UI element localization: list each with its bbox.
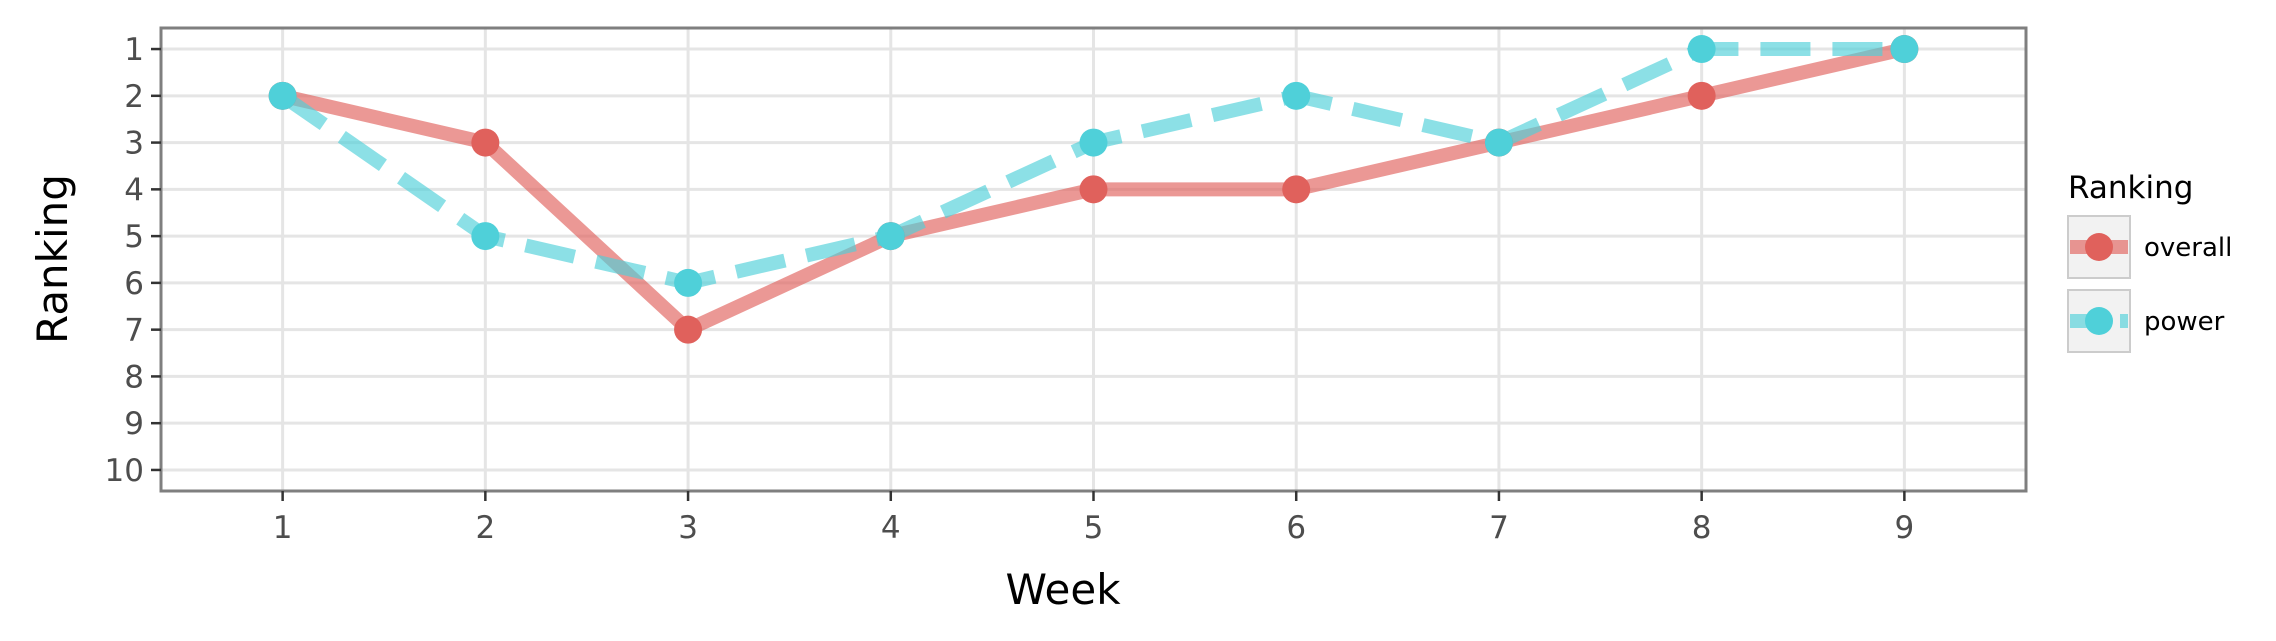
data-point-power <box>268 81 297 110</box>
data-point-overall <box>1079 175 1108 204</box>
y-tick-label: 7 <box>124 313 144 349</box>
data-point-power <box>1890 35 1919 64</box>
data-point-overall <box>1282 175 1311 204</box>
y-tick-label: 5 <box>124 219 144 255</box>
legend-title: Ranking <box>2068 170 2193 206</box>
y-tick-label: 2 <box>124 79 144 115</box>
data-point-power <box>674 268 703 297</box>
x-tick-label: 7 <box>1489 510 1509 546</box>
x-tick-label: 3 <box>678 510 698 546</box>
data-point-overall <box>674 315 703 344</box>
y-tick-label: 9 <box>124 406 144 442</box>
legend-key-marker <box>2085 233 2113 261</box>
x-tick-label: 1 <box>273 510 293 546</box>
x-axis-title: Week <box>1005 565 1121 614</box>
y-tick-label: 4 <box>124 172 144 208</box>
x-axis-ticks: 1 2 3 4 5 6 7 8 9 <box>273 491 1914 546</box>
y-tick-label: 3 <box>124 126 144 162</box>
data-point-overall <box>471 128 500 157</box>
data-point-power <box>1282 81 1311 110</box>
legend-label-power: power <box>2144 307 2225 337</box>
x-tick-label: 2 <box>475 510 495 546</box>
data-point-power <box>1484 128 1513 157</box>
legend: Ranking overall power <box>2067 170 2232 353</box>
y-axis-ticks: 1 2 3 4 5 6 7 8 9 10 <box>105 32 161 489</box>
data-point-power <box>876 222 905 251</box>
x-tick-label: 6 <box>1286 510 1306 546</box>
x-tick-label: 8 <box>1692 510 1712 546</box>
x-tick-label: 4 <box>881 510 901 546</box>
y-tick-label: 1 <box>124 32 144 68</box>
x-tick-label: 9 <box>1895 510 1915 546</box>
data-point-power <box>1079 128 1108 157</box>
y-tick-label: 6 <box>124 266 144 302</box>
series-points <box>268 35 1919 344</box>
data-point-power <box>1687 35 1716 64</box>
y-tick-label: 10 <box>105 453 144 489</box>
y-axis-title: Ranking <box>28 174 77 344</box>
data-point-overall <box>1687 81 1716 110</box>
y-tick-label: 8 <box>124 359 144 395</box>
x-tick-label: 5 <box>1084 510 1104 546</box>
data-point-power <box>471 222 500 251</box>
legend-key-marker <box>2085 307 2113 335</box>
legend-label-overall: overall <box>2144 233 2232 263</box>
